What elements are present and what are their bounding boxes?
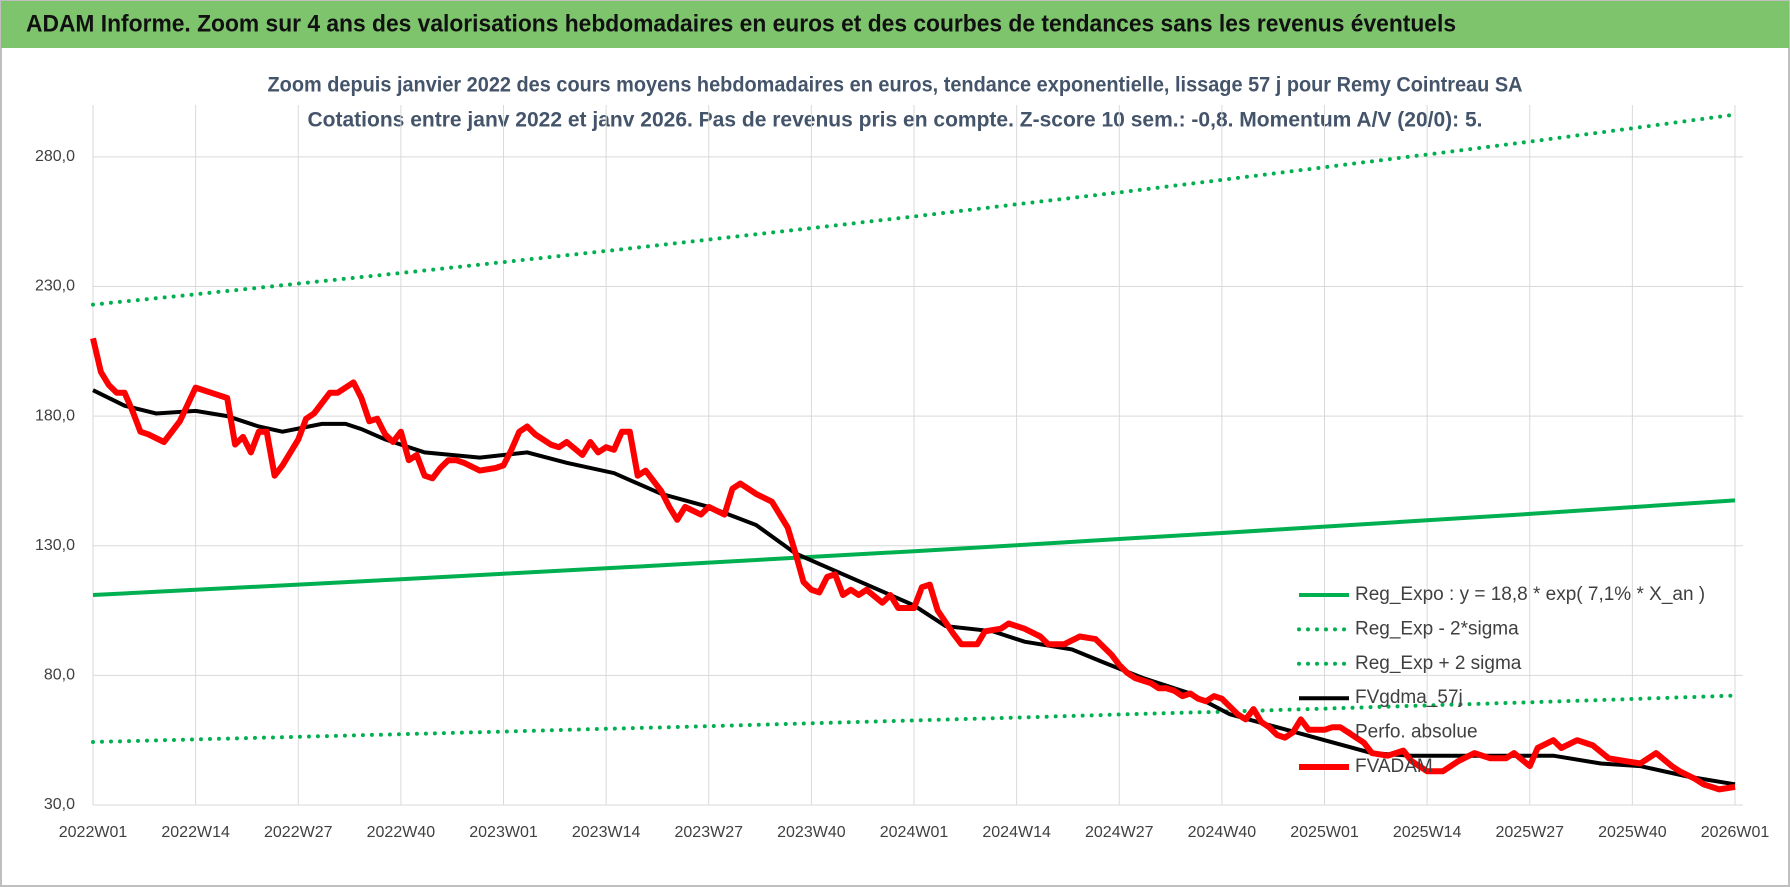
x-tick-label: 2026W01 [1701,824,1770,841]
x-tick-label: 2022W01 [59,824,128,841]
legend-marker [1346,729,1352,736]
series-line [91,112,1737,307]
legend-label: Reg_Exp + 2 sigma [1355,653,1522,674]
y-tick-label: 80,0 [44,667,75,684]
x-tick-label: 2025W40 [1598,824,1667,841]
series-line [92,498,1736,597]
chart-subtitle: Cotations entre janv 2022 et janv 2026. … [308,109,1483,132]
x-tick-label: 2023W01 [469,824,538,841]
x-tick-label: 2024W40 [1188,824,1257,841]
legend-label: FVADAM [1355,756,1433,777]
x-tick-label: 2022W40 [367,824,436,841]
series-line [90,337,1736,793]
series-line [91,693,1737,744]
x-tick-label: 2025W01 [1290,824,1359,841]
x-tick-label: 2023W14 [572,824,641,841]
x-tick-label: 2025W27 [1496,824,1565,841]
legend-label: Reg_Exp - 2*sigma [1355,618,1519,639]
y-tick-label: 30,0 [44,796,75,813]
y-tick-label: 230,0 [35,278,75,295]
x-tick-label: 2023W40 [777,824,846,841]
legend-label: Reg_Expo : y = 18,8 * exp( 7,1% * X_an ) [1355,584,1705,605]
x-tick-label: 2023W27 [675,824,744,841]
x-tick-label: 2024W01 [880,824,949,841]
x-tick-label: 2024W27 [1085,824,1154,841]
legend-label: FVgdma_57j [1355,687,1463,708]
x-tick-label: 2025W14 [1393,824,1462,841]
y-tick-label: 280,0 [35,148,75,165]
x-tick-label: 2022W27 [264,824,333,841]
y-tick-label: 180,0 [35,407,75,424]
header-title: ADAM Informe. Zoom sur 4 ans des valoris… [26,10,1456,37]
x-tick-label: 2024W14 [982,824,1051,841]
legend-label: Perfo. absolue [1355,722,1478,743]
x-tick-label: 2022W14 [161,824,230,841]
series-line [92,388,1736,787]
header-bar [1,1,1789,48]
y-tick-label: 130,0 [35,537,75,554]
chart-title: Zoom depuis janvier 2022 des cours moyen… [268,74,1523,97]
